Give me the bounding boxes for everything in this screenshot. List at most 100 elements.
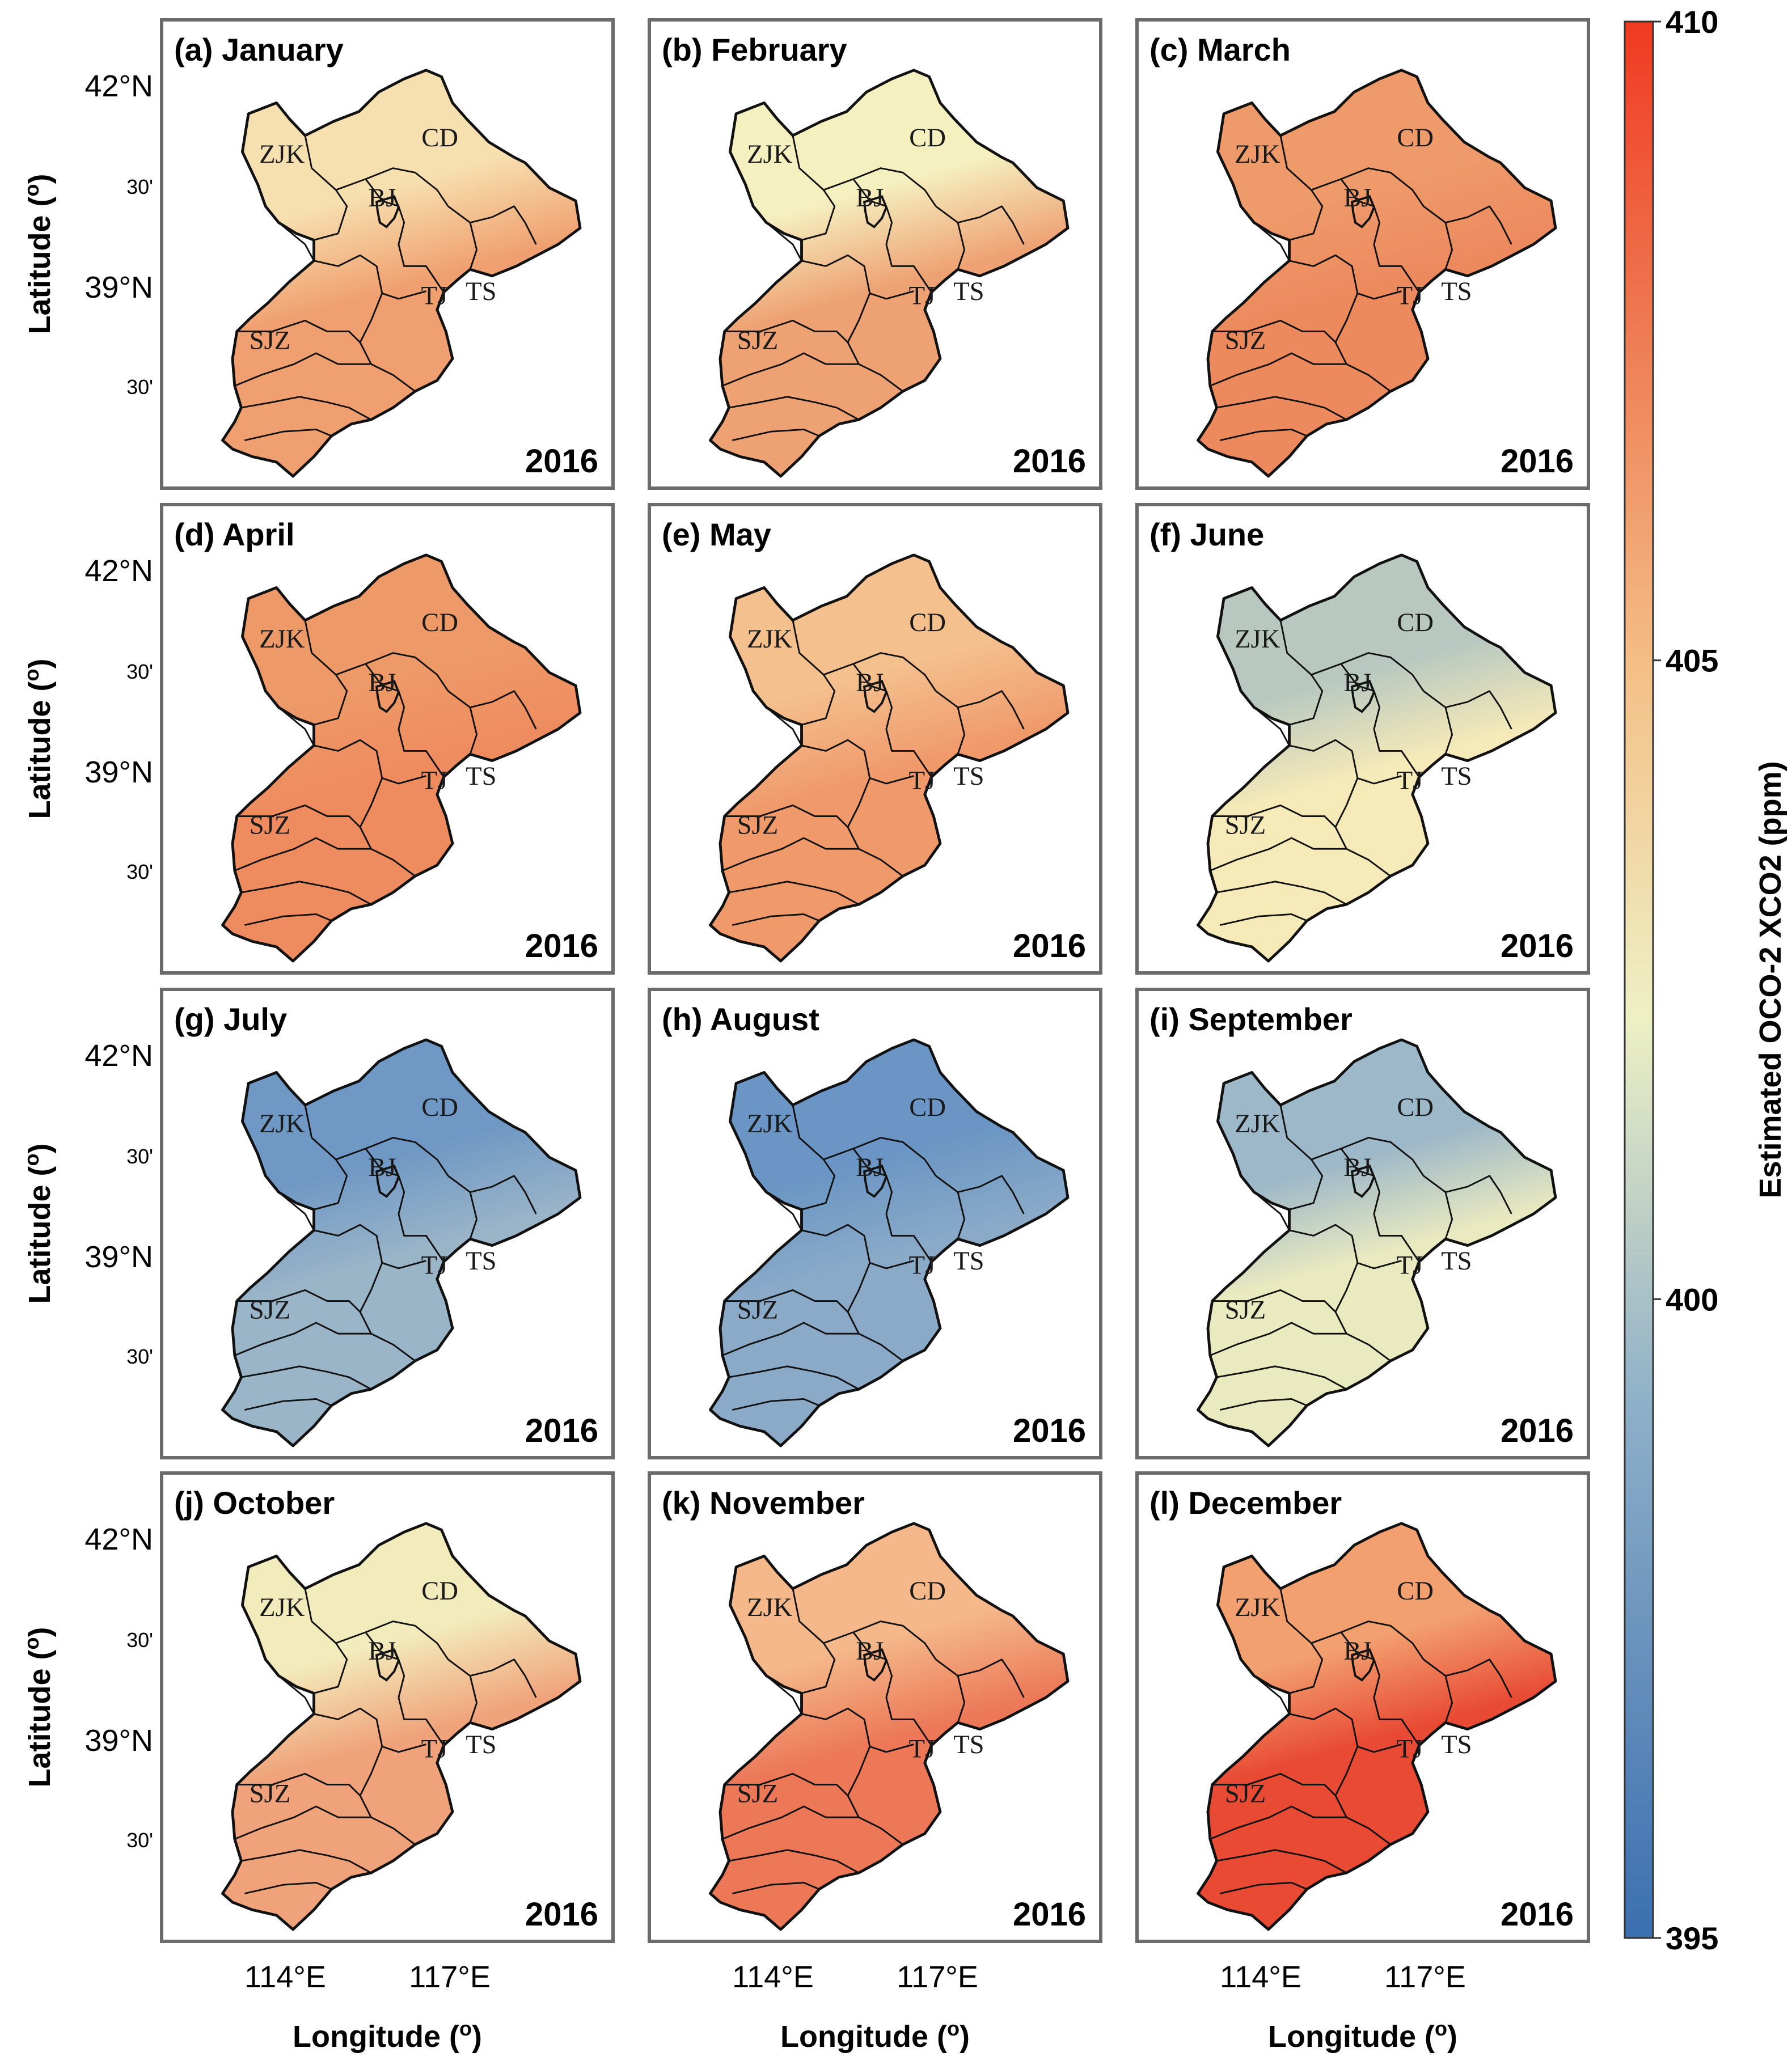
prefecture-boundary: [365, 178, 445, 293]
prefecture-boundary: [234, 1322, 371, 1356]
prefecture-boundary: [335, 1137, 449, 1176]
prefecture-boundary: [1219, 428, 1308, 442]
city-label-ts: TS: [466, 1247, 496, 1276]
colorbar-gradient: [1624, 20, 1654, 1939]
region-outline: [1197, 553, 1557, 963]
prefecture-boundary: [234, 352, 371, 387]
prefecture-boundary: [823, 1137, 937, 1176]
panel-february: ZJK CD BJ TJ TS SJZ (b) February 2016: [648, 18, 1102, 490]
district-boundary: [1350, 680, 1375, 713]
prefecture-boundary: [469, 222, 478, 270]
panel-december: ZJK CD BJ TJ TS SJZ (l) December 2016: [1135, 1471, 1590, 1943]
city-label-zjk: ZJK: [259, 1593, 305, 1622]
latitude-tick-label: 39°N: [84, 755, 153, 789]
region-map: ZJK CD BJ TJ TS SJZ: [1197, 69, 1557, 478]
prefecture-boundary: [722, 352, 859, 387]
district-boundary: [375, 1165, 400, 1198]
city-label-zjk: ZJK: [259, 140, 305, 169]
longitude-tick-label: 114°E: [1220, 1960, 1301, 1994]
prefecture-boundary: [1212, 1772, 1337, 1796]
city-label-zjk: ZJK: [747, 140, 792, 169]
prefecture-boundary: [1444, 1192, 1453, 1239]
city-label-bj: BJ: [1343, 184, 1371, 213]
prefecture-boundary: [236, 1772, 361, 1796]
panel-september: ZJK CD BJ TJ TS SJZ (i) September 2016: [1135, 988, 1590, 1459]
panel-year: 2016: [1501, 928, 1574, 964]
prefecture-boundary: [469, 1192, 478, 1239]
prefecture-boundary: [314, 254, 426, 300]
prefecture-boundary: [1334, 293, 1391, 392]
prefecture-boundary: [957, 222, 966, 270]
prefecture-boundary: [1334, 1262, 1391, 1362]
city-label-zjk: ZJK: [1235, 625, 1280, 654]
panel-year: 2016: [525, 1896, 598, 1933]
prefecture-boundary: [304, 1588, 348, 1694]
city-label-bj: BJ: [368, 1637, 396, 1666]
panel-year: 2016: [1013, 1896, 1086, 1933]
prefecture-boundary: [732, 913, 820, 926]
city-label-tj: TJ: [421, 282, 448, 311]
latitude-minor-tick-label: 30': [126, 1829, 153, 1852]
prefecture-boundary: [1289, 739, 1402, 785]
latitude-tick-label: 42°N: [84, 69, 153, 103]
panel-august: ZJK CD BJ TJ TS SJZ (h) August 2016: [648, 988, 1102, 1459]
y-axis-title: Latitude (o): [20, 1627, 57, 1788]
x-axis-title: Longitude (o): [293, 2017, 482, 2054]
prefecture-boundary: [935, 690, 1025, 730]
city-label-cd: CD: [909, 1093, 946, 1122]
prefecture-boundary: [236, 319, 361, 343]
prefecture-boundary: [447, 1658, 537, 1698]
prefecture-boundary: [1423, 205, 1512, 245]
latitude-minor-tick-label: 30': [126, 375, 153, 399]
panel-title: (l) December: [1149, 1485, 1342, 1521]
prefecture-boundary: [823, 167, 937, 207]
panel-year: 2016: [1013, 1412, 1086, 1449]
prefecture-boundary: [766, 1191, 802, 1231]
prefecture-boundary: [234, 837, 371, 871]
colorbar-tick-label: 400: [1666, 1281, 1718, 1317]
city-label-cd: CD: [421, 1577, 458, 1606]
city-label-ts: TS: [953, 1730, 984, 1759]
prefecture-boundary: [852, 178, 932, 293]
prefecture-boundary: [1444, 222, 1453, 270]
prefecture-boundary: [1219, 1398, 1308, 1411]
latitude-minor-tick-label: 30': [126, 660, 153, 683]
prefecture-boundary: [801, 254, 914, 300]
prefecture-boundary: [304, 620, 348, 726]
region-map: ZJK CD BJ TJ TS SJZ: [221, 1522, 582, 1931]
prefecture-boundary: [359, 1746, 416, 1846]
region-map: ZJK CD BJ TJ TS SJZ: [1197, 553, 1557, 963]
prefecture-boundary: [732, 1398, 820, 1411]
city-label-tj: TJ: [1397, 282, 1423, 311]
city-label-sjz: SJZ: [1225, 1296, 1266, 1325]
city-label-ts: TS: [1441, 1730, 1472, 1759]
city-label-cd: CD: [421, 1093, 458, 1122]
prefecture-boundary: [1219, 1881, 1308, 1895]
prefecture-boundary: [241, 881, 372, 905]
city-label-bj: BJ: [856, 1637, 884, 1666]
prefecture-boundary: [823, 652, 937, 692]
prefecture-boundary: [766, 706, 802, 746]
latitude-tick-label: 39°N: [84, 1240, 153, 1274]
latitude-minor-tick-label: 30': [126, 1345, 153, 1368]
city-label-sjz: SJZ: [737, 1780, 778, 1809]
panel-title: (e) May: [662, 517, 771, 552]
prefecture-boundary: [722, 837, 859, 871]
prefecture-boundary: [1253, 706, 1290, 746]
prefecture-boundary: [1311, 1137, 1425, 1176]
prefecture-boundary: [1253, 1191, 1290, 1231]
district-boundary: [863, 680, 887, 713]
city-label-cd: CD: [909, 124, 946, 153]
prefecture-boundary: [801, 1707, 914, 1753]
prefecture-boundary: [792, 620, 836, 726]
prefecture-boundary: [1253, 222, 1290, 261]
latitude-minor-tick-label: 30': [126, 1145, 153, 1168]
panel-title: (c) March: [1149, 32, 1291, 67]
x-axis-title: Longitude (o): [780, 2017, 970, 2054]
prefecture-boundary: [724, 1289, 849, 1313]
region-outline: [709, 1522, 1070, 1931]
city-label-cd: CD: [1397, 1093, 1434, 1122]
district-boundary: [375, 195, 400, 228]
prefecture-boundary: [236, 804, 361, 828]
panel-title: (k) November: [662, 1485, 865, 1521]
